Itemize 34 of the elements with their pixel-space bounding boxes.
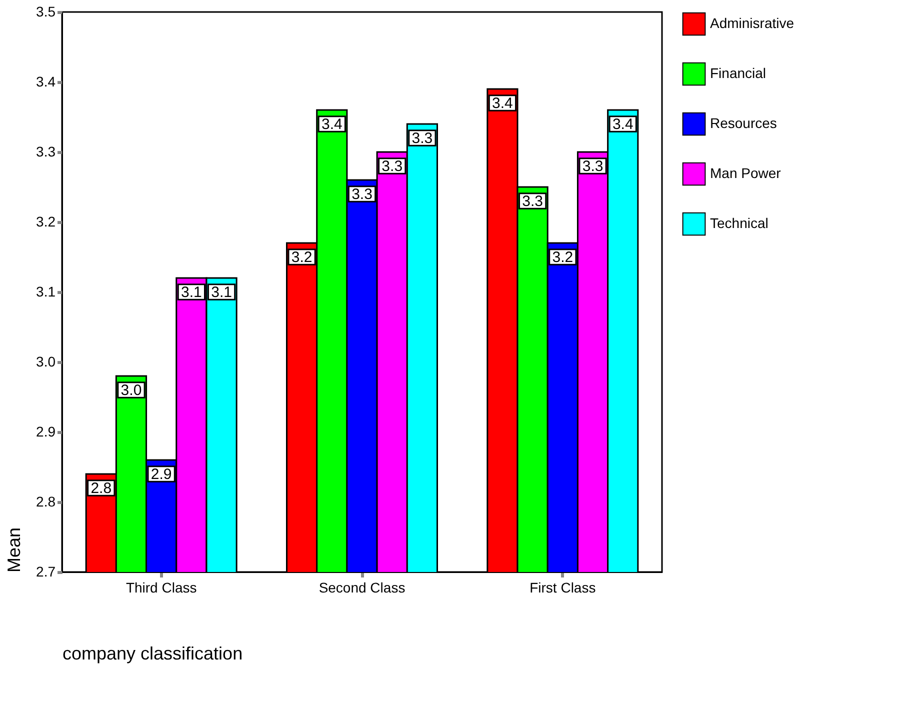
y-tick-label: 2.9 (36, 424, 56, 440)
legend-label: Resources (710, 115, 777, 131)
data-label: 3.2 (552, 249, 574, 266)
data-label: 3.1 (181, 284, 202, 301)
y-tick-label: 3.2 (36, 214, 56, 230)
data-label: 3.3 (352, 186, 372, 203)
y-tick-label: 2.7 (36, 564, 56, 580)
data-label: 3.4 (321, 116, 342, 133)
data-label: 3.3 (382, 158, 403, 175)
y-tick-label: 3.1 (36, 284, 56, 300)
data-label: 3.3 (582, 158, 604, 175)
data-label: 3.4 (492, 95, 513, 112)
data-label: 3.0 (120, 382, 142, 399)
y-tick-label: 3.4 (36, 74, 56, 90)
x-tick-label: First Class (530, 580, 596, 596)
legend-label: Adminisrative (710, 15, 794, 31)
x-axis-title: company classification (62, 644, 243, 664)
y-tick-label: 2.8 (36, 494, 56, 510)
data-label: 2.9 (150, 466, 172, 483)
y-axis-title: Mean (4, 527, 24, 572)
data-label: 3.3 (522, 193, 543, 210)
y-tick-label: 3.5 (36, 4, 56, 20)
data-label: 3.3 (412, 130, 433, 147)
data-label: 3.1 (211, 284, 232, 301)
legend-label: Man Power (710, 165, 782, 181)
legend-label: Financial (710, 65, 766, 81)
legend-label: Technical (710, 215, 768, 231)
x-tick-label: Second Class (318, 580, 406, 596)
data-label: 2.8 (90, 480, 112, 497)
y-tick-label: 3.3 (36, 144, 56, 160)
data-label: 3.4 (612, 116, 634, 133)
y-tick-label: 3.0 (36, 354, 56, 370)
x-tick-label: Third Class (126, 580, 197, 596)
data-label: 3.2 (291, 249, 312, 266)
